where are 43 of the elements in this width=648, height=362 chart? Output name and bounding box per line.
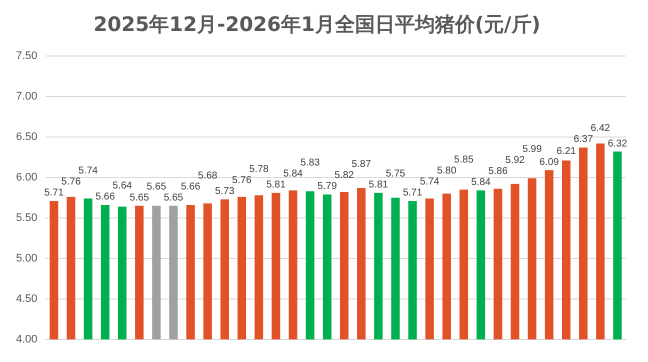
y-tick-label: 7.00 (16, 90, 38, 103)
data-label: 5.65 (146, 182, 167, 193)
data-label: 5.65 (164, 192, 184, 204)
data-label: 5.87 (352, 159, 372, 170)
data-label: 5.83 (300, 158, 320, 169)
chart-title: 2025年12月-2026年1月全国日平均猪价(元/斤) (94, 12, 540, 36)
data-label: 6.09 (539, 156, 560, 168)
data-label: 6.37 (574, 134, 594, 146)
data-label: 5.76 (232, 175, 252, 186)
y-tick-label: 6.50 (16, 131, 38, 144)
data-label: 5.81 (368, 180, 389, 191)
data-label: 5.86 (488, 166, 508, 178)
data-label: 6.32 (608, 138, 628, 150)
y-tick-label: 4.50 (16, 292, 38, 305)
data-label: 5.64 (112, 180, 132, 192)
data-label: 5.99 (522, 144, 542, 156)
data-label: 5.82 (334, 170, 354, 182)
data-label: 5.84 (471, 177, 492, 188)
data-label: 6.21 (556, 146, 576, 157)
y-tick-label: 4.00 (16, 333, 38, 346)
data-label: 5.84 (283, 168, 304, 180)
data-label: 5.66 (95, 192, 116, 203)
data-label: 5.75 (386, 168, 406, 180)
data-label: 5.74 (420, 176, 440, 188)
y-tick-label: 7.50 (16, 50, 38, 62)
data-label: 5.66 (180, 182, 201, 193)
data-label: 5.76 (61, 176, 82, 188)
data-label: 5.78 (249, 164, 270, 176)
y-tick-label: 6.00 (16, 171, 38, 184)
data-label: 5.81 (266, 180, 286, 191)
data-label: 5.79 (317, 181, 338, 192)
data-label: 5.73 (214, 186, 235, 198)
data-label: 5.92 (505, 155, 526, 166)
data-label: 6.42 (590, 123, 611, 134)
data-label: 5.71 (44, 188, 64, 199)
data-label: 5.68 (198, 170, 218, 182)
data-label: 5.85 (454, 154, 474, 166)
y-tick-label: 5.50 (16, 212, 38, 224)
data-label: 5.71 (402, 188, 423, 199)
y-tick-label: 5.00 (16, 252, 38, 264)
data-label: 5.80 (436, 166, 457, 177)
data-label: 5.65 (130, 192, 150, 204)
data-label: 5.74 (78, 166, 98, 177)
